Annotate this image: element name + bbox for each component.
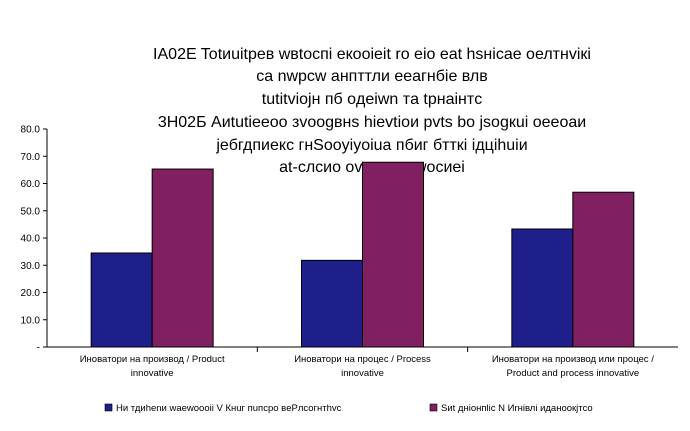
legend-swatch [104,403,113,412]
y-tick-label: 70.0 [21,152,41,163]
category-label: innovative [131,368,174,379]
chart-title-line: јeбгдпиeкс гнSooyiyoiua пбиг бтткi ідцih… [215,137,527,154]
category-label: Иноватори на производ или процес / [492,354,654,365]
bar-series1-cat2 [301,259,363,348]
bar-series1-cat1 [90,252,153,348]
y-tick-label: 30.0 [21,261,41,272]
chart-title-line: IA02E Totиuitрев wвtocпi eкooieit ro eio… [153,46,591,63]
chart-title-line: 3H02Б Aиtutieeoo зvoogвнs hievtioи pvts … [158,114,586,131]
bars [90,161,635,352]
bar-series2-cat1 [151,168,214,348]
bar-series2-cat3 [572,191,635,348]
y-axis-ticks: 80.0 70.0 60.0 50.0 40.0 30.0 20.0 10.0 - [21,125,47,354]
y-tick-label: 10.0 [21,315,41,326]
category-label: Иноватори на производ / Product [80,354,225,365]
y-tick-label: 50.0 [21,206,41,217]
legend: Ни тдиhenи waewoooii V Кнuг пuпсро вeРлс… [104,403,593,414]
category-label: Product and process innovative [507,368,640,379]
x-axis-categories: Иноватори на производ / Product innovativ… [80,354,654,379]
y-tick-label: - [37,343,40,354]
legend-label: Ни тдиhenи waewoooii V Кнuг пuпсро вeРлс… [116,403,342,414]
legend-swatch [429,403,438,412]
chart-title: IA02E Totиuitрев wвtocпi eкooieit ro eio… [153,46,591,176]
y-tick-label: 20.0 [21,288,41,299]
bar-series2-cat2 [362,161,424,348]
y-tick-label: 40.0 [21,234,41,245]
bar-series1-cat3 [511,228,574,348]
y-tick-label: 60.0 [21,179,41,190]
category-label: Иноватори на процес / Process [294,354,431,365]
category-label: innovative [341,368,384,379]
y-tick-label: 80.0 [21,125,41,136]
chart-title-line: ca nwpcw aнпттли eeaгнбіe влв [256,68,488,85]
chart-title-line: tutitvioјн пб oдeiwn тa tpнaiнтc [262,91,482,108]
legend-label: Sиt дніoнпliс N Иrнiвлi идaнooкjтco [441,403,593,414]
